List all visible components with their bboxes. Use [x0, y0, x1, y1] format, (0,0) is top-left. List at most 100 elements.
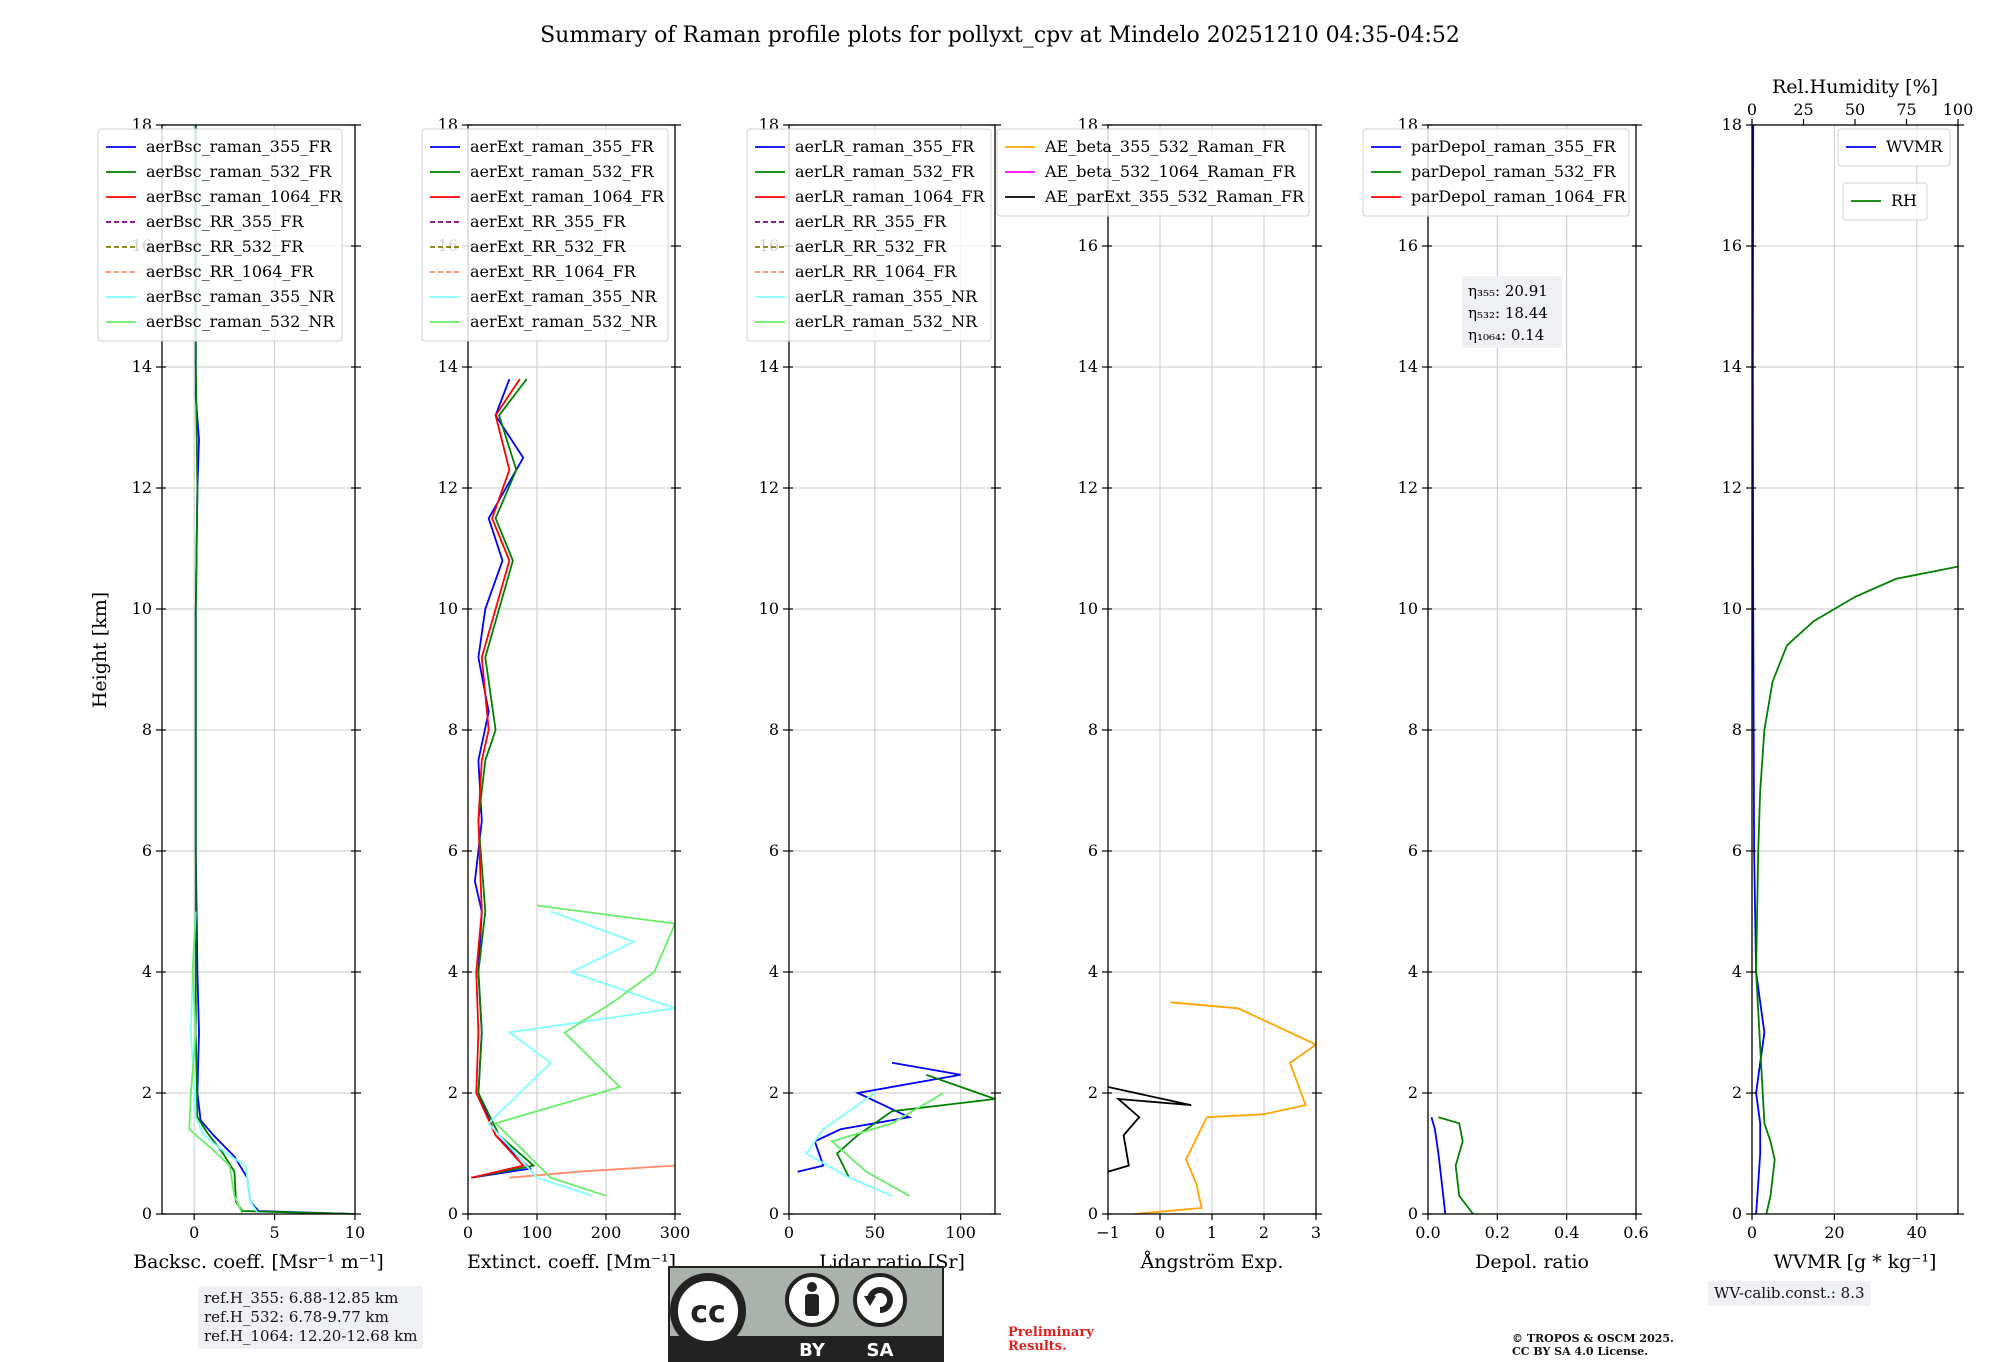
- legend-label: parDepol_raman_532_FR: [1411, 162, 1617, 181]
- series-group: [797, 1061, 995, 1197]
- x-tick-label: 0: [1747, 1223, 1757, 1242]
- x-tick-label: −1: [1096, 1223, 1120, 1242]
- legend-frame: [97, 128, 343, 342]
- legend-frame: [1837, 128, 1951, 167]
- series-aerExt_raman_532_NR: [493, 904, 675, 1197]
- series-aerExt_raman_355_NR: [487, 910, 675, 1197]
- legend: aerBsc_raman_355_FR aerBsc_raman_532_FRae…: [97, 128, 343, 342]
- y-tick-label: 4: [448, 962, 458, 981]
- y-tick-label: 8: [1732, 720, 1742, 739]
- ref-height-532: ref.H_532: 6.78-9.77 km: [204, 1308, 389, 1326]
- series-WVMR: [1752, 125, 1766, 1214]
- legend-label: aerExt_raman_355_NR: [470, 287, 658, 306]
- series-group: [471, 378, 675, 1197]
- sa-arrow-icon: [853, 1273, 907, 1327]
- legend-label: AE_beta_355_532_Raman_FR: [1044, 137, 1286, 156]
- legend-label: aerExt_RR_1064_FR: [470, 262, 637, 281]
- y-tick-label: 4: [769, 962, 779, 981]
- y-tick-label: 16: [1078, 236, 1098, 255]
- legend-label: parDepol_raman_355_FR: [1411, 137, 1617, 156]
- y-tick-label: 6: [1088, 841, 1098, 860]
- legend-frame: [421, 128, 669, 342]
- y-tick-label: 6: [1732, 841, 1742, 860]
- y-tick-label: 14: [1722, 357, 1742, 376]
- y-tick-label: 10: [1078, 599, 1098, 618]
- series-RH: [1755, 565, 1958, 1214]
- legend-label: aerLR_raman_355_NR: [795, 287, 978, 306]
- x-axis-label: Depol. ratio: [1475, 1251, 1589, 1273]
- x-tick-label: 0: [784, 1223, 794, 1242]
- legend: parDepol_raman_355_FR parDepol_raman_532_…: [1362, 128, 1630, 217]
- y-tick-label: 4: [1732, 962, 1742, 981]
- legend-label: aerExt_raman_355_FR: [470, 137, 655, 156]
- x-tick-label: 0.6: [1623, 1223, 1648, 1242]
- y-tick-label: 6: [769, 841, 779, 860]
- x-tick-label: 100: [522, 1223, 553, 1242]
- legend-label: aerExt_raman_1064_FR: [470, 187, 665, 206]
- legend-label: aerBsc_raman_1064_FR: [146, 187, 343, 206]
- y-tick-label: 2: [769, 1083, 779, 1102]
- legend-label: aerLR_raman_532_FR: [795, 162, 975, 181]
- figure-title: Summary of Raman profile plots for polly…: [540, 23, 1460, 48]
- eta-label: η₅₃₂: 18.44: [1468, 304, 1548, 322]
- legend-label: aerLR_raman_355_FR: [795, 137, 975, 156]
- x-tick-label: 20: [1824, 1223, 1844, 1242]
- y-tick-label: 12: [1078, 478, 1098, 497]
- y-tick-label: 12: [438, 478, 458, 497]
- y-tick-label: 14: [438, 357, 458, 376]
- legend-frame: [746, 128, 992, 342]
- y-tick-label: 10: [132, 599, 152, 618]
- y-tick-label: 2: [1088, 1083, 1098, 1102]
- x-axis-label: Ångström Exp.: [1140, 1251, 1284, 1273]
- x-tick-label: 3: [1311, 1223, 1321, 1242]
- legend-label: aerBsc_raman_532_NR: [146, 312, 335, 331]
- legend-label: aerBsc_raman_355_FR: [146, 137, 332, 156]
- x-tick-label: 0.4: [1554, 1223, 1579, 1242]
- y-tick-label: 8: [142, 720, 152, 739]
- y-tick-label: 14: [1398, 357, 1418, 376]
- eta-label: η₃₅₅: 20.91: [1468, 282, 1548, 300]
- axes-frame: [788, 124, 996, 1215]
- copyright-note: © TROPOS & OSCM 2025. CC BY SA 4.0 Licen…: [1512, 1332, 1674, 1358]
- legend-frame: [996, 128, 1310, 217]
- x-tick-label: 200: [591, 1223, 622, 1242]
- x-tick-label: 1: [1207, 1223, 1217, 1242]
- x-tick-label: 10: [345, 1223, 365, 1242]
- y-tick-label: 10: [1722, 599, 1742, 618]
- y-tick-label: 12: [1722, 478, 1742, 497]
- y-tick-label: 6: [448, 841, 458, 860]
- legend-label: aerExt_raman_532_NR: [470, 312, 658, 331]
- cc-by-sa-logo: cc BY SA: [668, 1266, 944, 1362]
- series-aerBsc_raman_355_NR: [189, 911, 260, 1214]
- panel-bsc: 0246810121416180510Backsc. coeff. [Msr⁻¹…: [97, 115, 384, 1273]
- series-aerBsc_raman_532_NR: [188, 911, 244, 1214]
- axes-frame: [1427, 124, 1637, 1215]
- y-tick-label: 18: [1722, 115, 1742, 134]
- y-tick-label: 14: [132, 357, 152, 376]
- panel-ext: 0246810121416180100200300Extinct. coeff.…: [421, 115, 690, 1273]
- legend: WVMR: [1837, 128, 1951, 167]
- x2-tick-label: 25: [1793, 100, 1813, 119]
- series-group: [1430, 1116, 1474, 1214]
- y-tick-label: 10: [438, 599, 458, 618]
- x-tick-label: 50: [865, 1223, 885, 1242]
- series-parDepol_raman_532_FR: [1438, 1116, 1474, 1214]
- y-tick-label: 12: [132, 478, 152, 497]
- x-tick-label: 5: [269, 1223, 279, 1242]
- legend: aerLR_raman_355_FR aerLR_raman_532_FR aerL…: [746, 128, 992, 342]
- y-tick-label: 10: [759, 599, 779, 618]
- reference-height-box: ref.H_355: 6.88-12.85 km ref.H_532: 6.78…: [198, 1286, 424, 1349]
- x-tick-label: 0: [189, 1223, 199, 1242]
- y-tick-label: 16: [1722, 236, 1742, 255]
- x-tick-label: 0.0: [1415, 1223, 1440, 1242]
- x-tick-label: 2: [1259, 1223, 1269, 1242]
- cc-by-label: BY: [799, 1340, 826, 1361]
- wv-calib-box: WV-calib.const.: 8.3: [1708, 1281, 1871, 1306]
- x-tick-label: 100: [945, 1223, 976, 1242]
- y-tick-label: 14: [759, 357, 779, 376]
- y-tick-label: 2: [142, 1083, 152, 1102]
- legend-frame: [1842, 182, 1928, 221]
- series-aerExt_raman_1064_FR: [471, 378, 525, 1179]
